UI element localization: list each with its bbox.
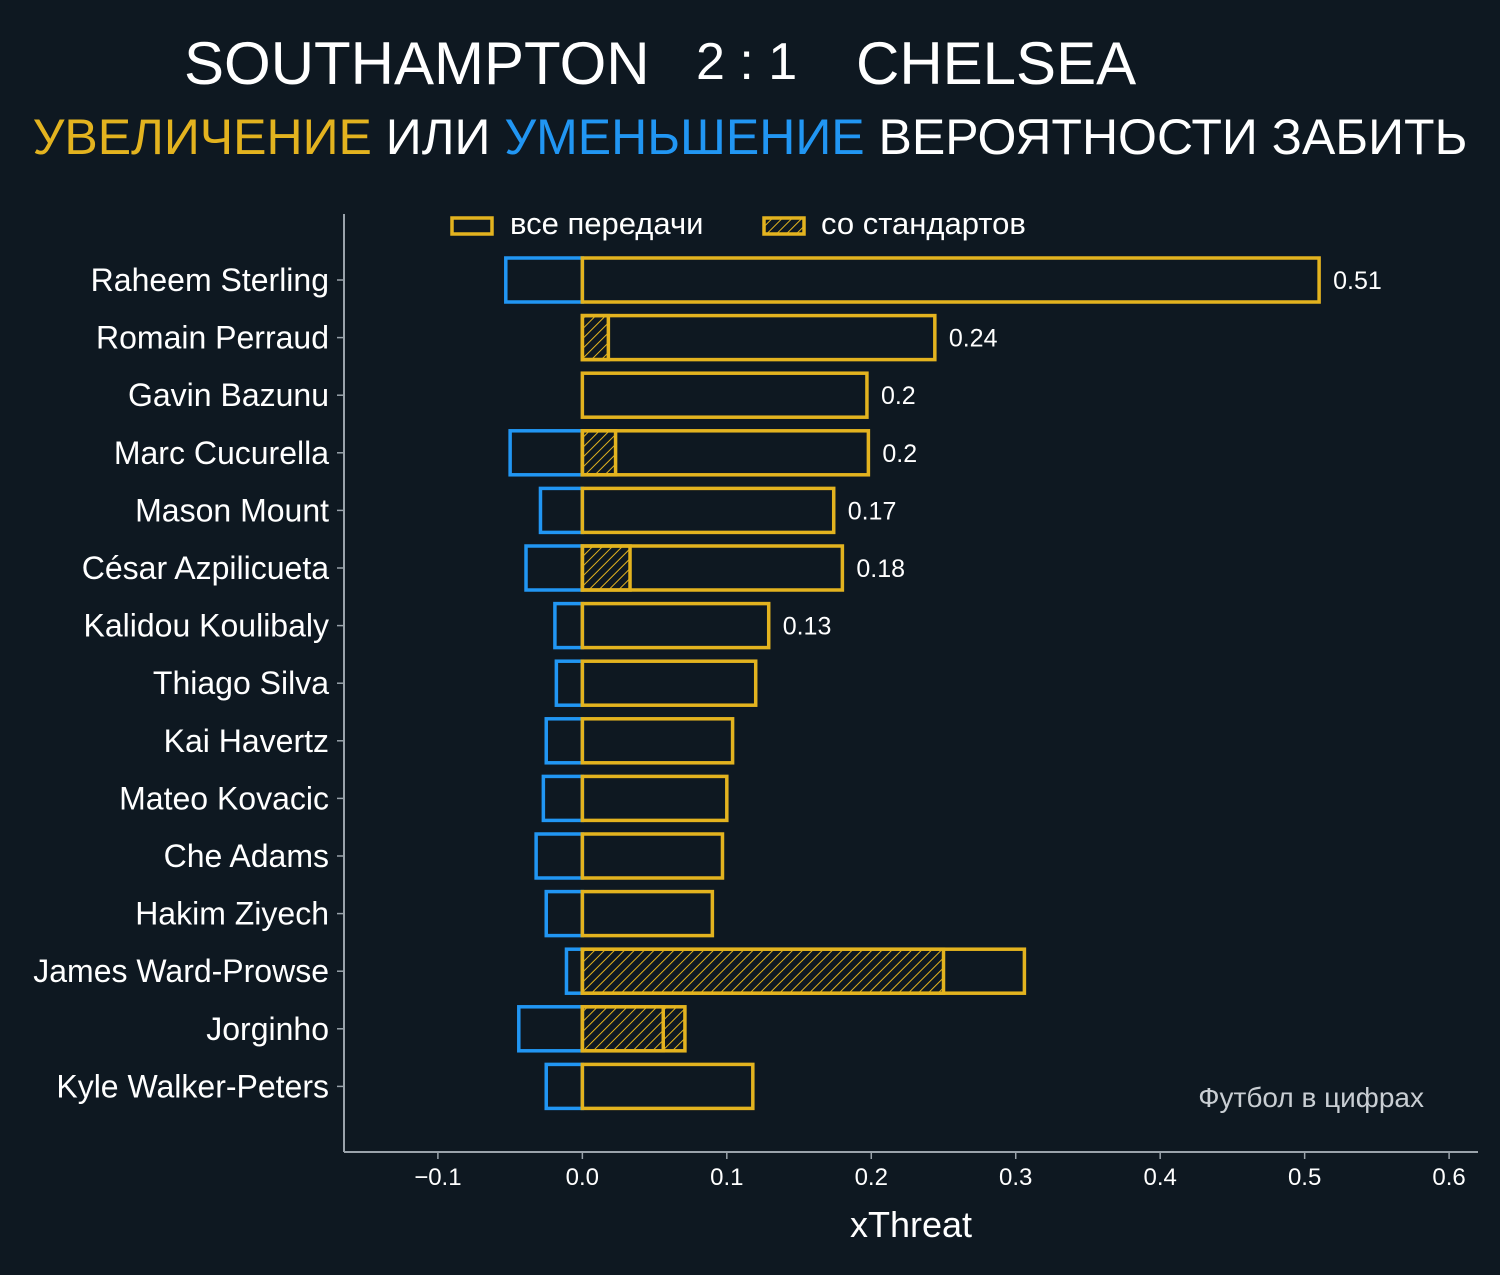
player-label: Mason Mount [135, 492, 329, 528]
bar-value-label: 0.2 [881, 382, 916, 410]
bar-value-label: 0.24 [949, 325, 998, 353]
subtitle-increase: УВЕЛИЧЕНИЕ [32, 109, 372, 165]
x-tick-label: 0.2 [855, 1164, 888, 1191]
player-label: Kyle Walker-Peters [56, 1068, 329, 1104]
legend-swatch-outline [450, 216, 494, 236]
player-label: Kai Havertz [164, 723, 329, 759]
bar-increase [580, 947, 1027, 995]
player-label: Hakim Ziyech [135, 896, 329, 932]
bar-decrease [553, 601, 585, 650]
watermark: Футбол в цифрах [1198, 1082, 1424, 1113]
bar-decrease [554, 659, 585, 707]
bar-decrease [508, 429, 585, 477]
player-label: Mateo Kovacic [119, 780, 329, 816]
legend-label-all-passes: все передачи [510, 206, 703, 241]
bar-value-label: 0.18 [856, 555, 905, 583]
x-tick-label: 0.6 [1432, 1164, 1465, 1191]
x-tick-label: 0.3 [999, 1164, 1032, 1191]
bar-increase [580, 774, 729, 823]
chart-legend: все передачи со стандартов [450, 206, 1026, 241]
bar-value-label: 0.51 [1333, 267, 1382, 295]
bar-increase [580, 313, 937, 362]
bar-decrease [534, 832, 585, 880]
bar-increase [580, 832, 725, 880]
legend-label-set-pieces: со стандартов [821, 206, 1026, 241]
legend-swatch-hatched [762, 216, 806, 236]
bar-set-piece [580, 313, 611, 362]
player-label: Raheem Sterling [91, 262, 329, 298]
player-label: Che Adams [164, 838, 329, 874]
bar-increase [580, 1005, 666, 1053]
bars-layer: 0.51 0.24 0.2 0.2 0.17 0.18 0.13 [504, 256, 1382, 1111]
bar-set-piece [580, 947, 946, 995]
bar-value-label: 0.2 [882, 440, 917, 468]
player-label: Romain Perraud [96, 320, 329, 356]
bar-increase [580, 486, 836, 535]
subtitle-rest: ВЕРОЯТНОСТИ ЗАБИТЬ [878, 109, 1468, 165]
bar-increase [580, 429, 871, 477]
x-tick-label: 0.1 [710, 1164, 743, 1191]
bar-set-piece [580, 544, 632, 592]
bar-increase [580, 717, 735, 765]
bar-increase [580, 256, 1321, 304]
bar-decrease [524, 544, 585, 592]
subtitle-or: ИЛИ [385, 109, 491, 165]
bar-decrease [504, 256, 585, 304]
player-label: Gavin Bazunu [128, 377, 329, 413]
x-tick-label: 0.5 [1288, 1164, 1321, 1191]
bar-increase [580, 601, 771, 650]
x-tick-label: −0.1 [414, 1164, 461, 1191]
bar-increase [580, 889, 715, 938]
player-label: Kalidou Koulibaly [84, 608, 330, 644]
player-label: Jorginho [206, 1011, 329, 1047]
bar-increase [580, 544, 845, 592]
bar-increase [580, 371, 869, 419]
chart-subtitle: УВЕЛИЧЕНИЕ ИЛИ УМЕНЬШЕНИЕ ВЕРОЯТНОСТИ ЗА… [0, 107, 1500, 167]
axis-layer: Raheem Sterling Romain Perraud Gavin Bazun… [33, 214, 1478, 1245]
player-label: César Azpilicueta [82, 550, 329, 586]
bar-set-piece [580, 429, 618, 477]
bar-decrease [544, 1062, 585, 1111]
player-label: James Ward-Prowse [33, 953, 329, 989]
match-title: SOUTHAMPTON 2 : 1 CHELSEA [0, 28, 1500, 103]
away-team-name: CHELSEA [856, 30, 1137, 97]
home-team-name: SOUTHAMPTON [184, 30, 650, 97]
bar-decrease [544, 717, 585, 765]
bar-decrease [544, 889, 585, 938]
bar-increase [580, 659, 758, 707]
player-label: Thiago Silva [153, 665, 329, 701]
x-tick-label: 0.0 [566, 1164, 599, 1191]
bar-value-label: 0.17 [848, 497, 897, 525]
bar-decrease [538, 486, 585, 535]
bar-set-piece [580, 1005, 687, 1053]
bar-increase [580, 1062, 755, 1111]
x-axis-label: xThreat [850, 1204, 972, 1245]
subtitle-decrease: УМЕНЬШЕНИЕ [504, 109, 865, 165]
bar-decrease [517, 1005, 585, 1053]
bar-decrease [541, 774, 585, 823]
bar-decrease [564, 947, 585, 995]
x-tick-label: 0.4 [1144, 1164, 1177, 1191]
bar-value-label: 0.13 [783, 613, 832, 641]
player-label: Marc Cucurella [114, 435, 329, 471]
match-score: 2 : 1 [696, 33, 798, 91]
